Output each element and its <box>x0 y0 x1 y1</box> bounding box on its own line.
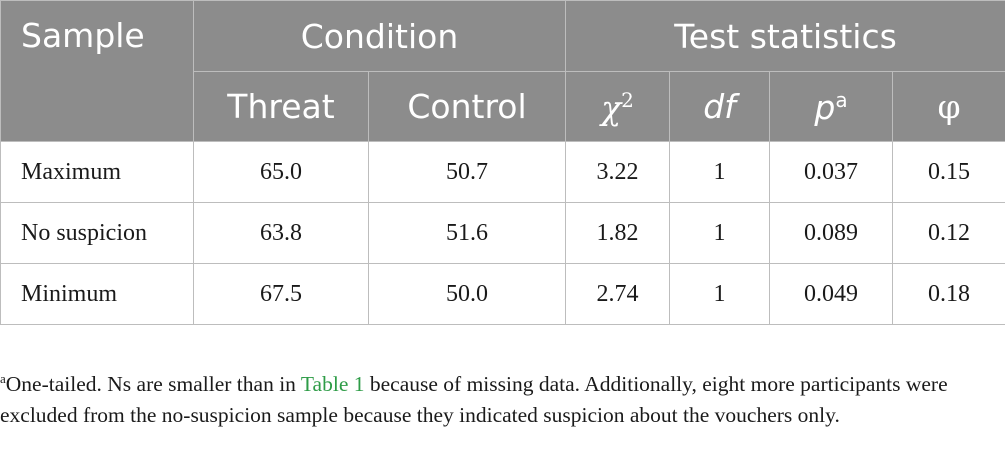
cell-sample: No suspicion <box>0 202 194 264</box>
table-1-link[interactable]: Table 1 <box>300 372 365 396</box>
header-test-statistics: Test statistics <box>565 0 1005 72</box>
cell-df: 1 <box>669 202 771 264</box>
table-row: No suspicion 63.8 51.6 1.82 1 0.089 0.12 <box>0 202 1005 264</box>
header-df: df <box>669 71 771 142</box>
cell-control: 50.0 <box>367 263 567 325</box>
cell-p: 0.037 <box>769 141 894 203</box>
cell-chi2: 3.22 <box>565 141 671 203</box>
cell-sample: Maximum <box>0 141 194 203</box>
results-table-container: Sample Condition Test statistics Threat … <box>0 0 1005 325</box>
cell-threat: 67.5 <box>193 263 369 325</box>
cell-chi2: 1.82 <box>565 202 671 264</box>
cell-df: 1 <box>669 263 771 325</box>
cell-phi: 0.12 <box>892 202 1005 264</box>
cell-sample: Minimum <box>0 263 194 325</box>
header-condition: Condition <box>192 0 567 72</box>
table-footnote: aOne-tailed. Ns are smaller than in Tabl… <box>0 369 1005 431</box>
cell-threat: 63.8 <box>193 202 369 264</box>
header-sample: Sample <box>0 0 194 142</box>
footnote-text-after: because of missing data. Additionally, e… <box>0 372 948 427</box>
df-label: df <box>703 87 736 126</box>
cell-control: 50.7 <box>367 141 567 203</box>
cell-p: 0.049 <box>769 263 894 325</box>
results-table: Sample Condition Test statistics Threat … <box>0 0 1005 325</box>
cell-p: 0.089 <box>769 202 894 264</box>
header-row-bottom: Threat Control χ2 df pa φ <box>1 71 1005 142</box>
footnote-marker: a <box>0 370 6 386</box>
header-p: pa <box>769 71 894 142</box>
p-superscript: a <box>835 87 848 112</box>
cell-control: 51.6 <box>367 202 567 264</box>
table-row: Maximum 65.0 50.7 3.22 1 0.037 0.15 <box>0 141 1005 203</box>
cell-df: 1 <box>669 141 771 203</box>
header-control: Control <box>367 71 567 142</box>
cell-chi2: 2.74 <box>565 263 671 325</box>
cell-threat: 65.0 <box>193 141 369 203</box>
header-row-top: Sample Condition Test statistics <box>0 0 1005 142</box>
cell-phi: 0.15 <box>892 141 1005 203</box>
chi-superscript: 2 <box>621 87 634 112</box>
header-chi-square: χ2 <box>565 71 671 142</box>
p-label: p <box>814 87 836 127</box>
table-row: Minimum 67.5 50.0 2.74 1 0.049 0.18 <box>0 263 1005 325</box>
chi-symbol: χ <box>601 87 622 127</box>
header-threat: Threat <box>193 71 369 142</box>
header-phi: φ <box>892 71 1005 142</box>
footnote-text-before: One-tailed. Ns are smaller than in <box>5 372 301 396</box>
cell-phi: 0.18 <box>892 263 1005 325</box>
